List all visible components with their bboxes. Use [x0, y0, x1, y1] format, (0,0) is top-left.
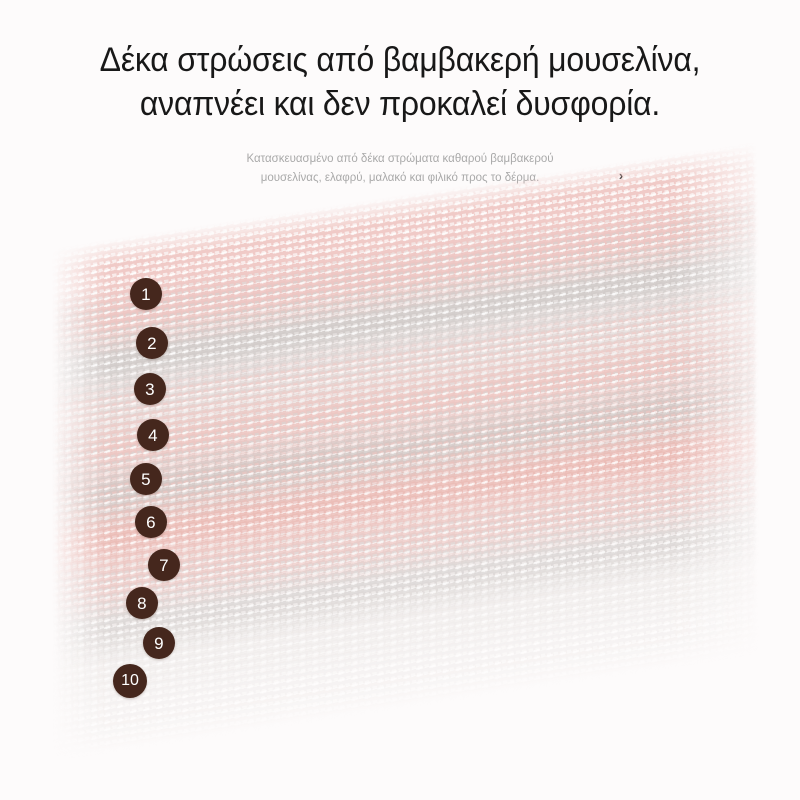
layer-badge-2[interactable]: 2 [136, 327, 168, 359]
layer-badge-8[interactable]: 8 [126, 587, 158, 619]
page-title-line-2: αναπνέει και δεν προκαλεί δυσφορία. [139, 85, 661, 124]
layer-badge-3[interactable]: 3 [134, 373, 166, 405]
layer-badge-9[interactable]: 9 [143, 627, 175, 659]
layer-badge-6[interactable]: 6 [135, 506, 167, 538]
layer-badge-7[interactable]: 7 [148, 549, 180, 581]
layer-badge-10[interactable]: 10 [113, 664, 147, 698]
layer-badge-4[interactable]: 4 [137, 419, 169, 451]
page-title-line-1: Δέκα στρώσεις από βαμβακερή μουσελίνα, [99, 41, 701, 79]
layer-badge-5[interactable]: 5 [130, 463, 162, 495]
page-title: Δέκα στρώσεις από βαμβακερή μουσελίνα, α… [0, 38, 800, 126]
layer-badge-1[interactable]: 1 [130, 278, 162, 310]
